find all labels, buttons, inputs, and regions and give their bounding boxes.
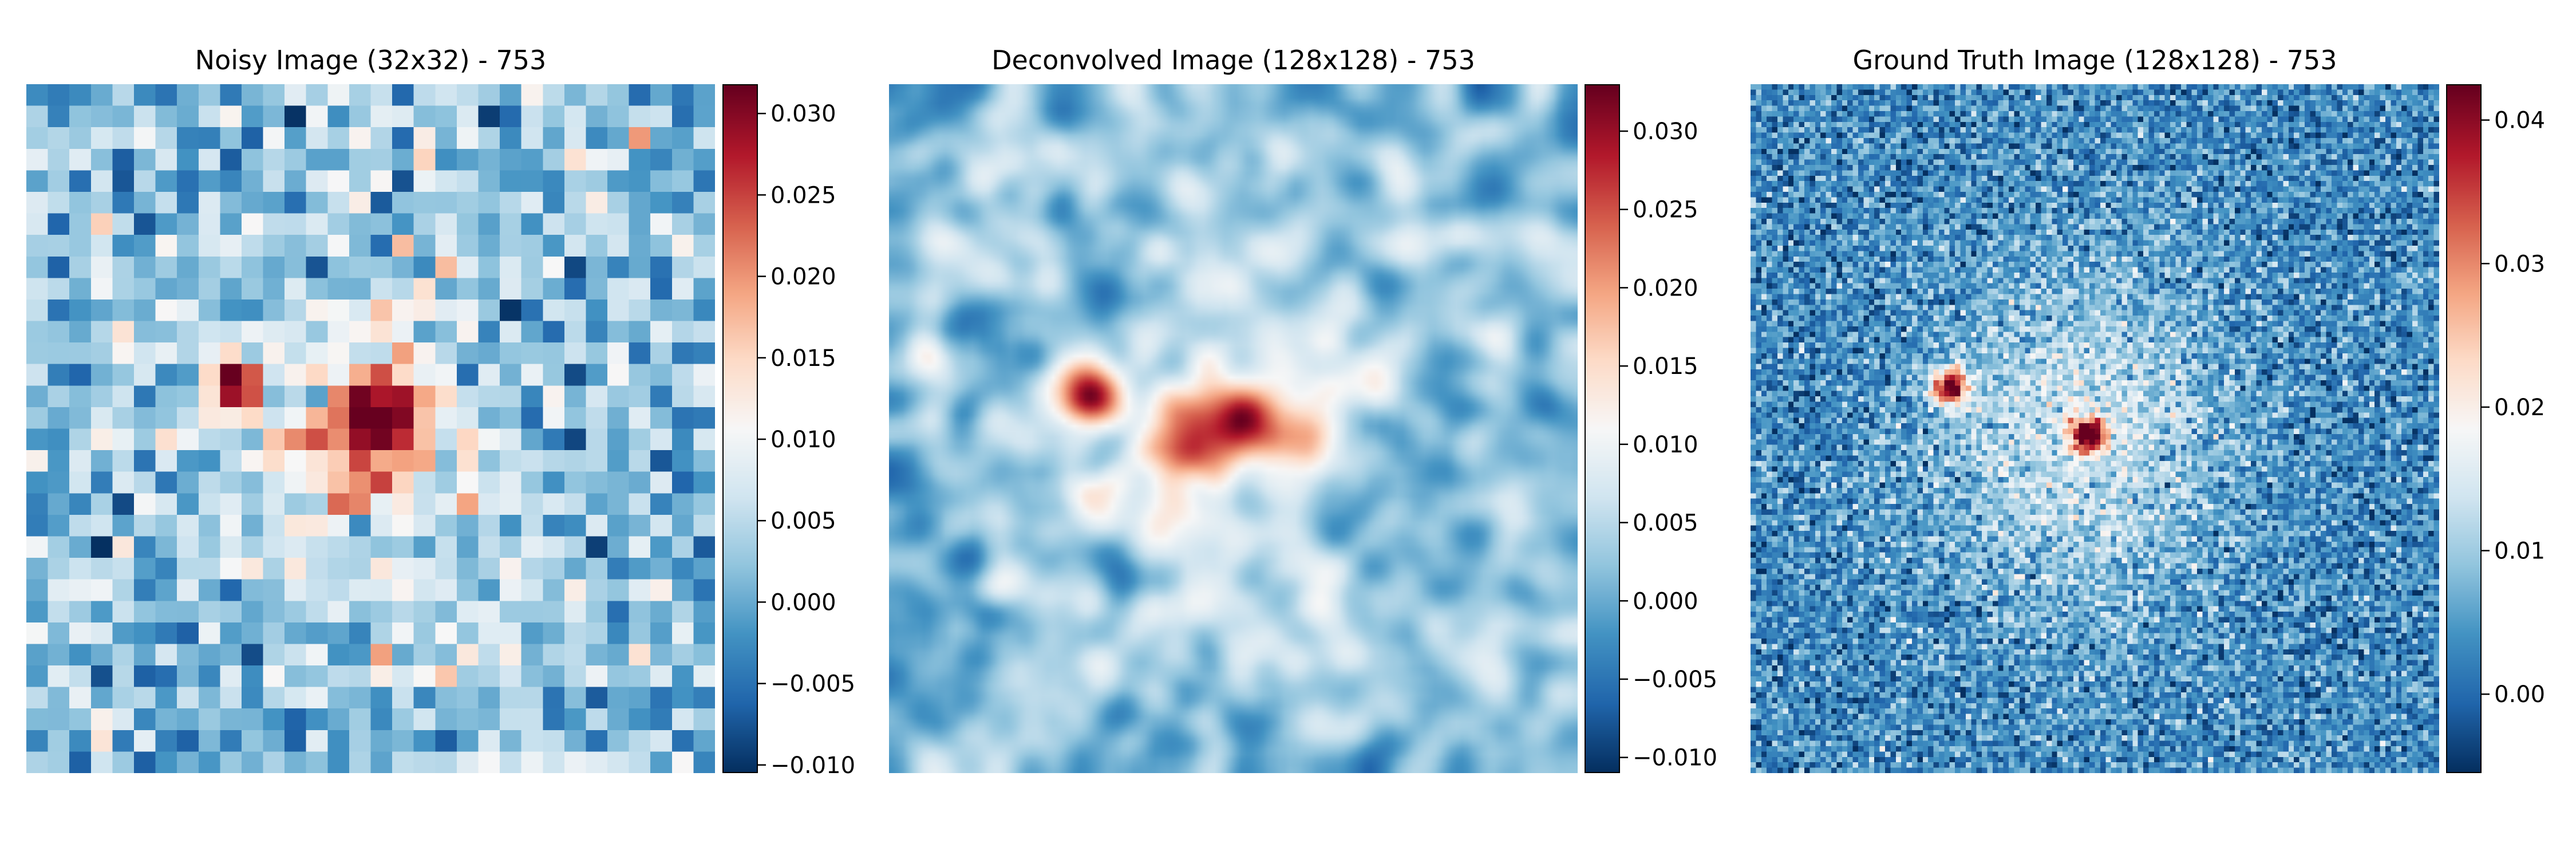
noisy-image-colorbar-axis: −0.010 −0.005 0.000 0.005 0.010 0.015 0.020 0.0… [758, 101, 855, 779]
colorbar-tick-label: 0.020 [771, 264, 836, 290]
colorbar-tick-label: 0.04 [2494, 108, 2545, 134]
deconvolved-image-panel: Deconvolved Image (128x128) - 753 −0.010… [859, 0, 1717, 859]
colorbar-tick-label: 0.000 [1633, 588, 1698, 614]
deconvolved-image-heatmap [889, 84, 1578, 773]
colorbar-tick-label: 0.030 [1633, 119, 1698, 145]
colorbar-tick-label: 0.005 [1633, 510, 1698, 537]
ground-truth-colorbar-axis: 0.00 0.01 0.02 0.03 0.04 [2482, 108, 2545, 708]
colorbar-tick-label: 0.01 [2494, 538, 2545, 565]
ground-truth-title: Ground Truth Image (128x128) - 753 [1852, 45, 2337, 76]
colorbar-tick-label: 0.000 [771, 589, 836, 616]
colorbar-tick-label: 0.02 [2494, 395, 2545, 421]
colorbar-tick-label: 0.030 [771, 101, 836, 127]
colorbar-tick-label: 0.015 [1633, 353, 1698, 380]
colorbar-tick-label: 0.010 [771, 427, 836, 453]
deconvolved-image-title: Deconvolved Image (128x128) - 753 [991, 45, 1475, 76]
colorbar-tick-label: −0.005 [771, 671, 855, 698]
colorbar-tick-label: 0.005 [771, 508, 836, 534]
colorbar-tick-label: 0.00 [2494, 681, 2545, 708]
colorbar-tick-label: 0.015 [771, 345, 836, 372]
deconvolved-image-colorbar [1585, 84, 1620, 773]
deconvolved-image-colorbar-axis: −0.010 −0.005 0.000 0.005 0.010 0.015 0.020 0.0… [1620, 119, 1717, 771]
noisy-image-heatmap [26, 84, 715, 773]
colorbar-tick-label: −0.005 [1633, 667, 1717, 693]
colorbar-tick-label: −0.010 [771, 752, 855, 779]
noisy-image-panel: Noisy Image (32x32) - 753 −0.010 −0.005 0.… [0, 0, 859, 859]
noisy-image-colorbar [722, 84, 758, 773]
noisy-image-title: Noisy Image (32x32) - 753 [195, 45, 547, 76]
colorbar-tick-label: 0.03 [2494, 251, 2545, 277]
colorbar-tick-label: 0.010 [1633, 432, 1698, 458]
colorbar-tick-label: 0.025 [1633, 197, 1698, 223]
colorbar-tick-label: 0.020 [1633, 275, 1698, 301]
colorbar-tick-label: 0.025 [771, 182, 836, 208]
colorbar-tick-label: −0.010 [1633, 745, 1717, 771]
ground-truth-panel: Ground Truth Image (128x128) - 753 0.00 0… [1717, 0, 2576, 859]
ground-truth-heatmap [1751, 84, 2439, 773]
ground-truth-colorbar [2446, 84, 2482, 773]
